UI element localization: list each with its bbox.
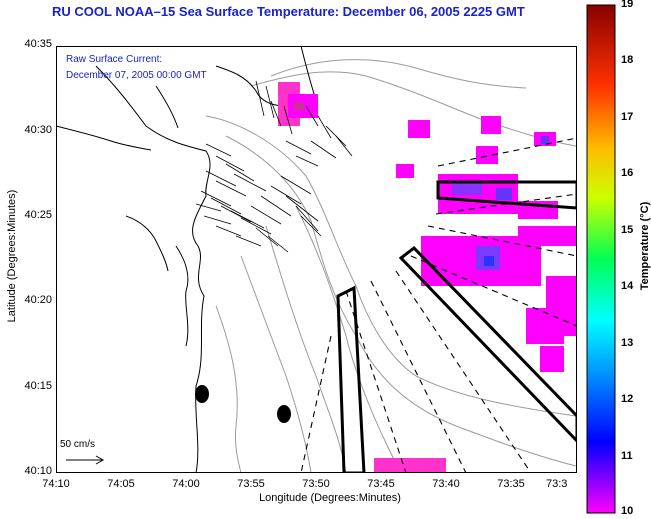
colorbar-label: Temperature (°C) — [639, 201, 651, 291]
colorbar-tick: 10 — [621, 505, 634, 517]
x-axis-label: Longitude (Degrees:Minutes) — [259, 492, 401, 504]
colorbar-tick: 14 — [621, 280, 634, 292]
colorbar — [586, 4, 616, 514]
xtick-label: 73:55 — [237, 478, 265, 490]
station-marker — [195, 385, 209, 403]
scale-label: 50 cm/s — [60, 439, 96, 450]
current-annotation-line2: December 07, 2005 00:00 GMT — [66, 70, 207, 81]
ytick-label: 40:25 — [24, 209, 52, 221]
xtick-label: 73:45 — [367, 478, 395, 490]
xtick-label: 73:35 — [497, 478, 525, 490]
ytick-label: 40:20 — [24, 294, 52, 306]
ytick-label: 40:30 — [24, 124, 52, 136]
scale-arrow-head — [95, 455, 105, 465]
colorbar-tick: 19 — [621, 0, 634, 10]
colorbar-tick: 17 — [621, 111, 634, 123]
xtick-label: 74:05 — [107, 478, 135, 490]
xtick-label: 73:50 — [302, 478, 330, 490]
chart-title: RU COOL NOAA–15 Sea Surface Temperature:… — [52, 4, 525, 19]
ytick-label: 40:35 — [24, 38, 52, 50]
current-annotation-line1: Raw Surface Current: — [66, 54, 163, 65]
colorbar-tick: 18 — [621, 54, 634, 66]
y-axis-label: Latitude (Degrees:Minutes) — [6, 189, 18, 323]
dashed-lines — [300, 137, 577, 473]
plot-frame — [56, 46, 577, 473]
colorbar-tick: 12 — [621, 393, 634, 405]
bathymetry-contours — [205, 59, 577, 473]
map-plot — [56, 46, 577, 473]
station-marker — [277, 405, 291, 423]
colorbar-tick: 15 — [621, 224, 634, 236]
colorbar-tick: 13 — [621, 337, 634, 349]
current-vectors — [195, 80, 353, 253]
colorbar-tick: 16 — [621, 167, 634, 179]
colorbar-tick: 11 — [621, 450, 633, 462]
xtick-label: 74:10 — [42, 478, 70, 490]
ytick-label: 40:10 — [24, 465, 52, 477]
xtick-label: 73:3 — [546, 478, 568, 490]
sampling-boxes — [336, 180, 577, 473]
ytick-label: 40:15 — [24, 380, 52, 392]
xtick-label: 74:00 — [172, 478, 200, 490]
xtick-label: 73:40 — [432, 478, 460, 490]
